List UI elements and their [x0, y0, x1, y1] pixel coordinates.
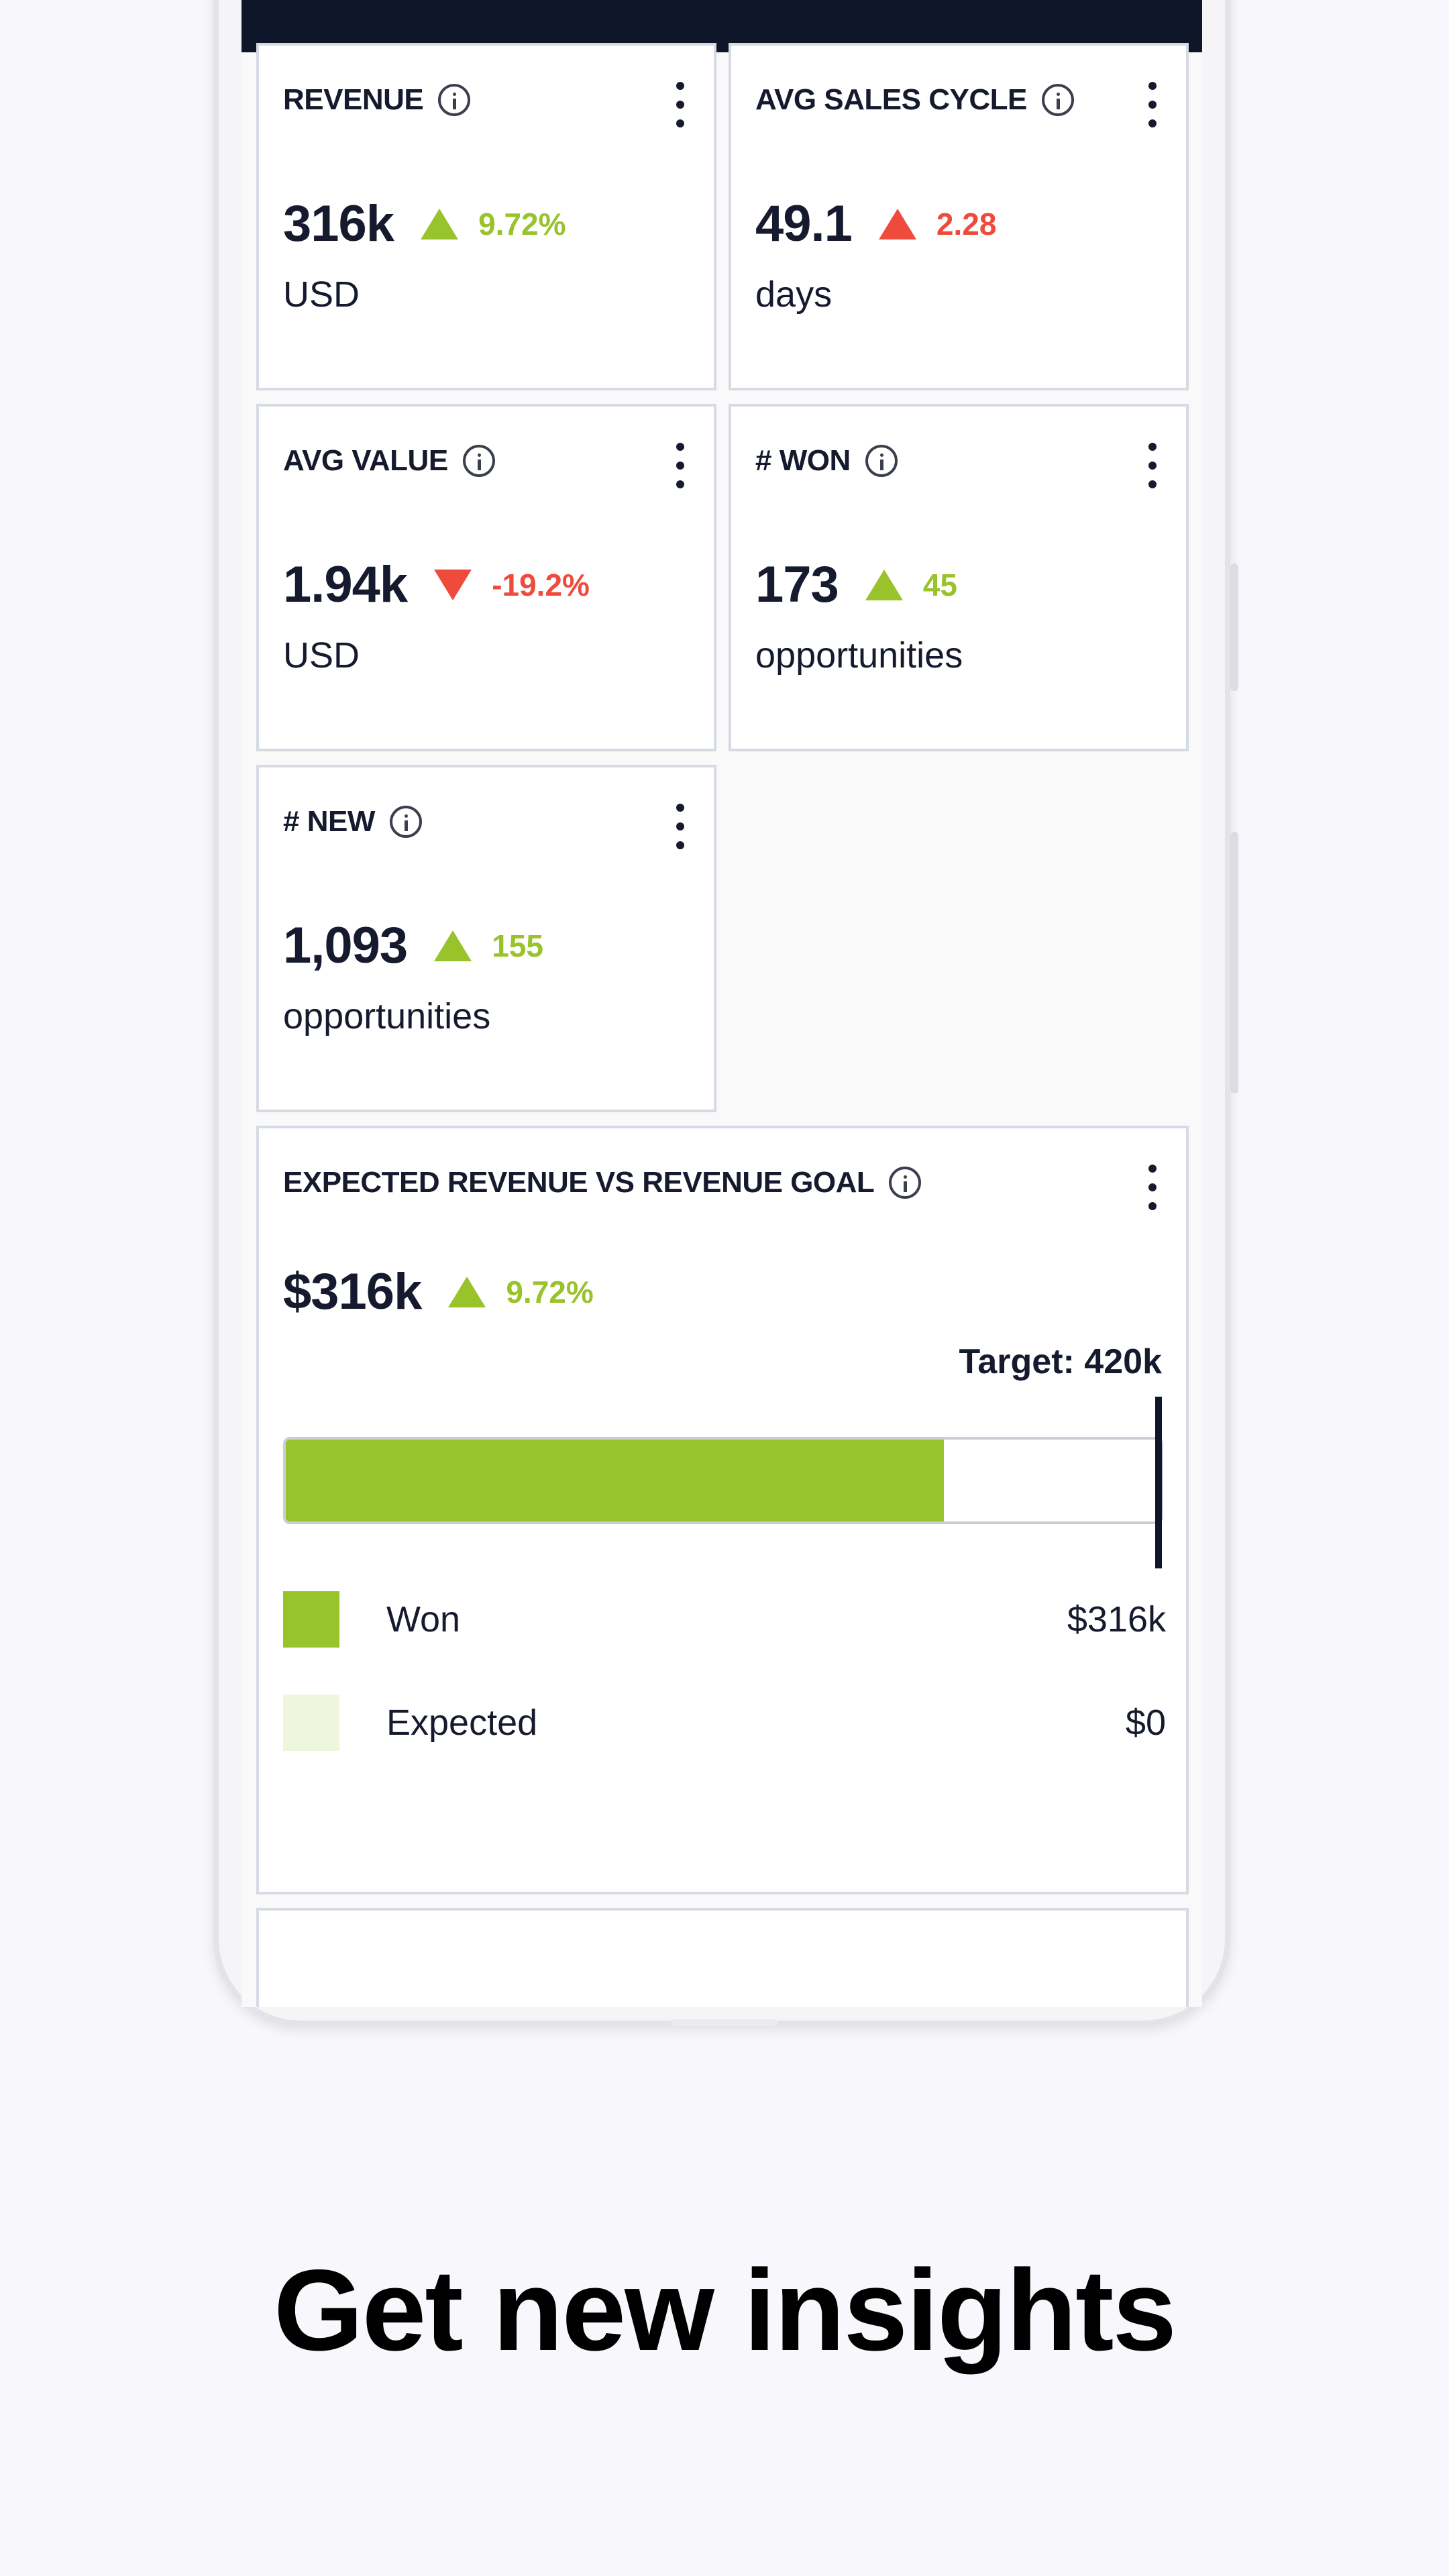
- kebab-menu-icon[interactable]: [674, 80, 687, 129]
- info-icon[interactable]: [889, 1167, 922, 1199]
- card-title-text: EXPECTED REVENUE VS REVENUE GOAL: [283, 1166, 875, 1199]
- legend-label: Won: [386, 1599, 461, 1640]
- metric-delta: -19.2%: [492, 567, 590, 602]
- legend-item-expected: Expected $0: [283, 1695, 1166, 1751]
- card-title: # WON: [755, 444, 898, 478]
- target-marker: [1155, 1397, 1162, 1568]
- triangle-up-icon: [448, 1276, 486, 1307]
- card-title-text: AVG SALES CYCLE: [755, 83, 1027, 116]
- home-indicator: [671, 2019, 778, 2026]
- metric-row: 1,093 155: [283, 916, 543, 975]
- metric-unit: opportunities: [755, 635, 963, 676]
- kpi-card-avg-value[interactable]: AVG VALUE 1.94k -19.2% USD: [256, 404, 716, 751]
- card-title-text: AVG VALUE: [283, 444, 448, 477]
- legend-swatch: [283, 1695, 339, 1751]
- metric-row: 316k 9.72%: [283, 195, 566, 253]
- triangle-down-icon: [434, 569, 472, 600]
- kebab-menu-icon[interactable]: [1146, 80, 1159, 129]
- info-icon[interactable]: [389, 806, 422, 838]
- triangle-up-icon: [865, 569, 903, 600]
- progress-bar-fill: [286, 1440, 944, 1521]
- kebab-menu-icon[interactable]: [1146, 1163, 1159, 1212]
- card-title: AVG VALUE: [283, 444, 495, 478]
- legend-swatch: [283, 1591, 339, 1648]
- metric-delta: 9.72%: [506, 1274, 594, 1309]
- metric-delta: 2.28: [936, 206, 997, 241]
- metric-value: 49.1: [755, 195, 853, 252]
- card-title-text: REVENUE: [283, 83, 424, 116]
- metric-unit: opportunities: [283, 996, 491, 1036]
- card-title: AVG SALES CYCLE: [755, 83, 1074, 117]
- metric-value: 1.94k: [283, 556, 408, 613]
- headline: Get new insights: [273, 2246, 1177, 2375]
- card-title: REVENUE: [283, 83, 471, 117]
- metric-delta: 155: [492, 928, 543, 963]
- metric-delta: 45: [922, 567, 957, 602]
- next-card[interactable]: [256, 1908, 1189, 2007]
- metric-row: $316k 9.72%: [283, 1263, 594, 1321]
- kpi-card-new[interactable]: # NEW 1,093 155 opportunities: [256, 765, 716, 1112]
- legend-label: Expected: [386, 1703, 538, 1743]
- kpi-card-avg-sales-cycle[interactable]: AVG SALES CYCLE 49.1 2.28 days: [729, 43, 1189, 390]
- triangle-up-icon: [434, 930, 472, 961]
- metric-value: 316k: [283, 195, 394, 252]
- info-icon[interactable]: [462, 445, 495, 477]
- metric-value: 173: [755, 556, 839, 613]
- progress-bar: [283, 1437, 1163, 1524]
- metric-unit: USD: [283, 635, 360, 676]
- kpi-card-revenue[interactable]: REVENUE 316k 9.72% USD: [256, 43, 716, 390]
- card-title-text: # NEW: [283, 805, 375, 838]
- info-icon[interactable]: [438, 84, 471, 116]
- app-screen: REVENUE 316k 9.72% USD AVG SALES CYCLE 4…: [241, 0, 1202, 2007]
- legend-value: $0: [1125, 1703, 1166, 1743]
- metric-value: 1,093: [283, 917, 408, 974]
- info-icon[interactable]: [865, 445, 898, 477]
- card-title: # NEW: [283, 805, 422, 839]
- phone-side-button: [1230, 832, 1238, 1093]
- metric-value: $316k: [283, 1263, 422, 1320]
- dashboard: REVENUE 316k 9.72% USD AVG SALES CYCLE 4…: [241, 43, 1202, 2007]
- kebab-menu-icon[interactable]: [1146, 441, 1159, 490]
- card-title: EXPECTED REVENUE VS REVENUE GOAL: [283, 1166, 922, 1199]
- kebab-menu-icon[interactable]: [674, 802, 687, 851]
- metric-unit: days: [755, 274, 833, 315]
- goal-card[interactable]: EXPECTED REVENUE VS REVENUE GOAL $316k 9…: [256, 1126, 1189, 1894]
- triangle-up-icon: [878, 208, 916, 239]
- info-icon[interactable]: [1041, 84, 1074, 116]
- metric-row: 49.1 2.28: [755, 195, 996, 253]
- metric-unit: USD: [283, 274, 360, 315]
- kebab-menu-icon[interactable]: [674, 441, 687, 490]
- metric-row: 1.94k -19.2%: [283, 555, 590, 614]
- metric-row: 173 45: [755, 555, 957, 614]
- metric-delta: 9.72%: [478, 206, 566, 241]
- phone-side-button: [1230, 564, 1238, 691]
- legend-value: $316k: [1067, 1599, 1166, 1640]
- legend-item-won: Won $316k: [283, 1591, 1166, 1648]
- card-title-text: # WON: [755, 444, 851, 477]
- triangle-up-icon: [421, 208, 459, 239]
- target-label: Target: 420k: [959, 1342, 1162, 1381]
- kpi-card-won[interactable]: # WON 173 45 opportunities: [729, 404, 1189, 751]
